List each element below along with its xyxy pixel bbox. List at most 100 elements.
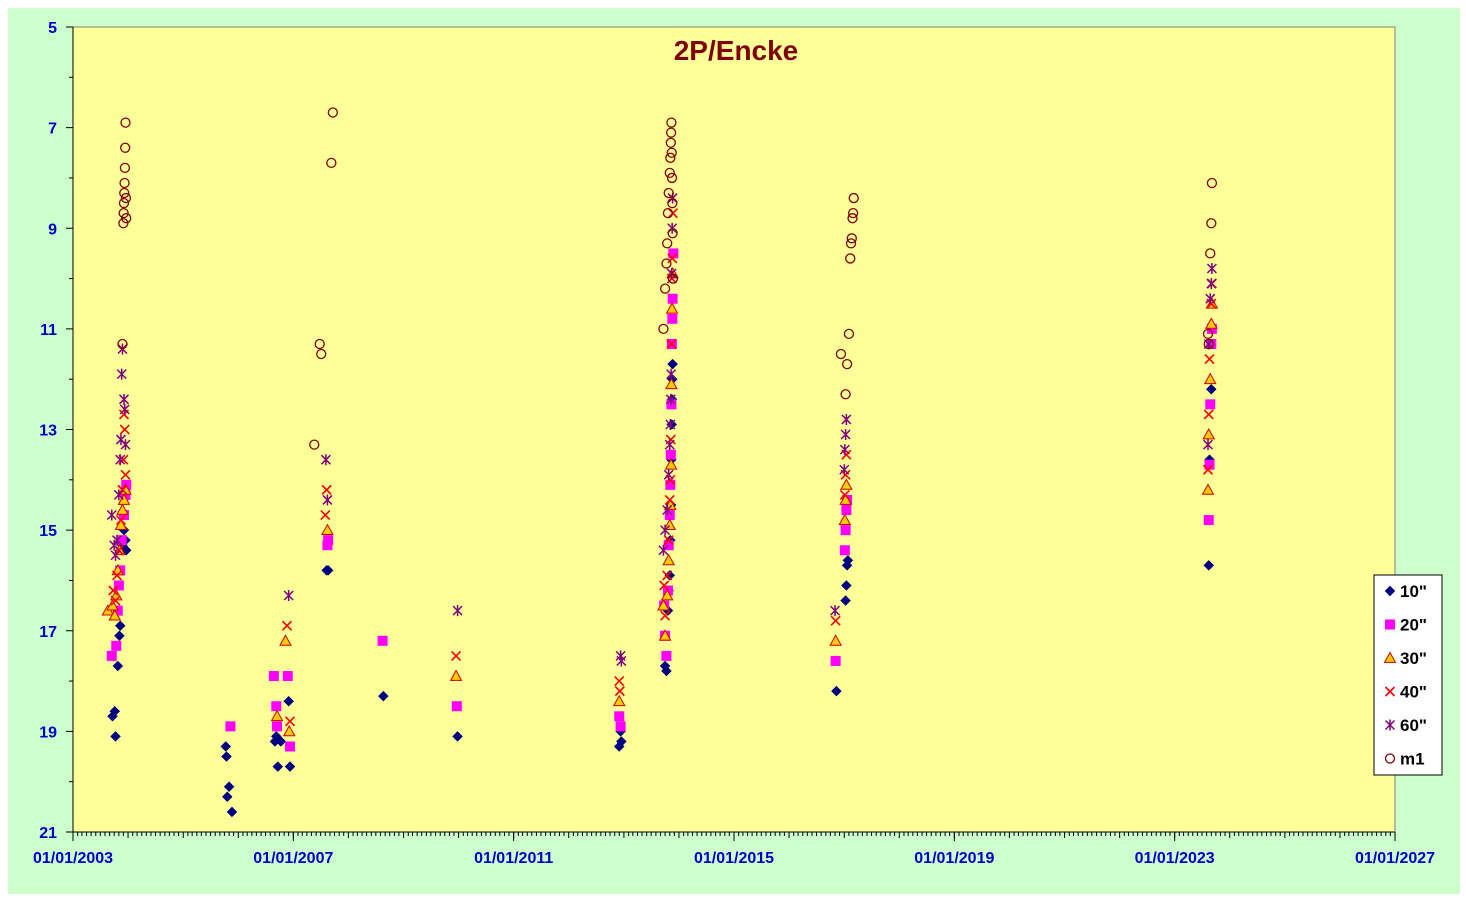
data-point [1204,317,1218,329]
y-tick-label: 15 [39,523,57,540]
data-point [220,741,232,752]
data-point [321,523,334,536]
data-point [661,258,672,269]
data-point [451,701,462,712]
data-point [614,675,625,687]
data-point [840,595,851,606]
data-point [840,478,853,490]
data-point [667,273,679,284]
legend-marker [1384,719,1396,731]
data-point [270,709,284,722]
data-point [108,609,122,621]
data-point [666,117,677,128]
data-point [120,469,131,480]
legend-marker [1384,585,1396,597]
data-point [662,208,674,219]
legend-label: 60" [1400,716,1427,735]
data-point [1202,328,1214,340]
data-point [284,761,296,772]
data-point [108,585,119,596]
data-point [667,197,678,209]
data-point [829,634,842,646]
data-point [657,599,670,611]
data-point [846,233,857,244]
data-point [666,147,677,158]
data-point [279,634,292,646]
x-tick-label: 01/01/2015 [694,850,774,867]
data-point [1202,439,1214,451]
data-point [839,545,850,556]
data-point [659,580,670,591]
data-point [285,741,296,752]
data-point [1206,263,1217,274]
data-point [377,635,388,646]
data-point [665,127,677,138]
data-point [113,489,124,501]
data-point [322,565,334,576]
data-point [658,544,669,556]
data-point [830,655,841,666]
x-tick-label: 01/01/2027 [1355,850,1435,867]
series-5 [117,107,1218,450]
data-point [1205,399,1216,410]
data-point [118,218,129,229]
data-point [661,650,672,661]
data-point [115,454,126,466]
data-point [272,721,283,732]
data-point [118,510,129,521]
data-point [110,549,121,561]
data-point [614,686,625,697]
data-point [664,494,675,506]
data-point [120,142,131,153]
data-point [659,283,671,294]
data-point [326,157,337,168]
data-point [113,580,124,591]
data-point [1206,218,1217,229]
data-point [1205,248,1216,259]
legend-box [1373,574,1443,776]
data-point [119,162,131,174]
y-tick-label: 19 [39,724,57,741]
data-point [114,518,128,530]
legend-label: m1 [1400,750,1425,769]
data-point [223,781,235,793]
legend-marker [1384,753,1396,764]
y-tick-label: 9 [48,221,57,238]
data-point [841,358,853,370]
data-point [848,192,859,204]
data-point [840,429,851,441]
data-point [1203,372,1217,385]
data-point [320,454,331,466]
legend-marker [1385,619,1395,630]
data-point [843,328,855,340]
data-point [120,192,132,204]
data-point [665,479,676,490]
legend-marker [1384,686,1396,697]
data-point [283,590,294,602]
data-point [112,534,123,546]
axes: 5 7 9 11 13 15 17 19 21 01/01/2003 01/01/2007 01/01… [33,20,1435,867]
data-point [665,377,678,390]
data-point [841,505,852,515]
x-tick-label: 01/01/2007 [253,850,333,867]
legend-label: 20" [1400,616,1427,635]
data-point [668,248,679,259]
data-point [835,348,847,360]
data-point [320,509,331,521]
data-point [616,655,627,667]
data-point [106,509,117,521]
data-point [116,368,127,380]
data-point [118,208,129,219]
data-point [841,413,852,425]
data-point [662,570,673,581]
data-point [110,595,121,606]
data-point [1203,559,1215,571]
data-point [284,716,296,727]
data-point [840,580,852,591]
data-point [667,313,678,324]
y-tick-label: 21 [39,825,57,842]
data-point [667,228,678,239]
data-point [275,736,287,747]
data-point [845,238,857,249]
